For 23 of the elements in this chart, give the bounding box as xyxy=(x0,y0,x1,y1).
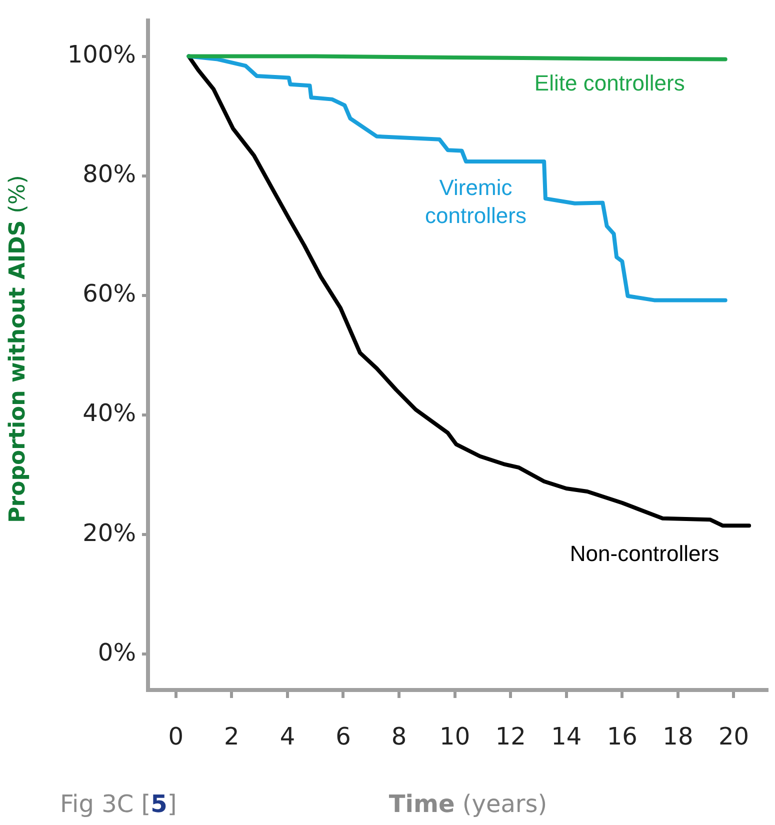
x-tick-label: 6 xyxy=(336,722,351,751)
x-tick-label: 4 xyxy=(280,722,296,751)
y-tick-label: 20% xyxy=(82,518,136,547)
x-tick-label: 16 xyxy=(606,722,638,751)
y-tick-label: 80% xyxy=(82,160,136,188)
x-tick-label: 8 xyxy=(391,722,407,751)
series-label: Elite controllers xyxy=(534,70,685,96)
x-tick-label: 10 xyxy=(440,722,470,751)
x-tick-label: 0 xyxy=(168,722,184,751)
x-tick-label: 18 xyxy=(662,722,694,751)
x-tick-label: 14 xyxy=(551,722,582,751)
caption: Fig 3C [5] xyxy=(60,790,177,818)
x-axis-title: Time (years) xyxy=(388,790,548,818)
y-tick-label: 60% xyxy=(82,280,136,308)
y-tick-label: 100% xyxy=(67,40,136,69)
y-axis-title: Proportion without AIDS (%) xyxy=(6,175,30,523)
series-label: Non-controllers xyxy=(570,540,720,566)
x-tick-label: 20 xyxy=(718,722,750,751)
x-tick-label: 12 xyxy=(495,722,526,751)
y-tick-label: 0% xyxy=(98,638,136,666)
y-tick-label: 40% xyxy=(82,399,136,428)
series-label: Viremic controllers xyxy=(424,174,526,228)
x-tick-label: 2 xyxy=(224,722,240,751)
